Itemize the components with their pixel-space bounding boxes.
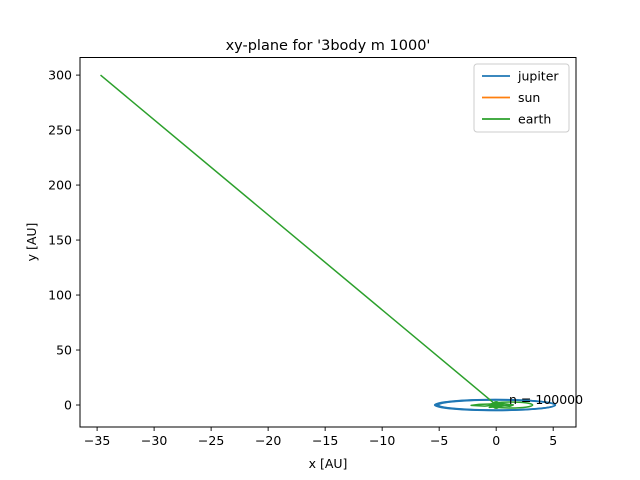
series-jupiter bbox=[433, 398, 557, 412]
series-earth-inner-orbit bbox=[488, 401, 534, 409]
y-tick-label: 0 bbox=[64, 398, 72, 413]
legend-label-sun: sun bbox=[518, 90, 540, 105]
plot-frame bbox=[79, 57, 577, 428]
x-tick-label: −10 bbox=[369, 433, 395, 448]
x-axis-label: x [AU] bbox=[309, 456, 348, 471]
y-tick-label: 300 bbox=[48, 68, 72, 83]
chart-title: xy-plane for '3body m 1000' bbox=[226, 38, 431, 54]
annotation-label: n = 100000 bbox=[509, 392, 583, 407]
y-tick-label: 100 bbox=[48, 288, 72, 303]
plot-area bbox=[100, 74, 557, 412]
legend-box bbox=[473, 63, 570, 133]
x-tick-label: −5 bbox=[430, 433, 448, 448]
x-tick-label: 0 bbox=[492, 433, 500, 448]
y-tick-label: 200 bbox=[48, 178, 72, 193]
legend-label-jupiter: jupiter bbox=[517, 69, 559, 84]
x-tick-label: −35 bbox=[84, 433, 110, 448]
x-tick-label: 5 bbox=[549, 433, 557, 448]
legend-label-earth: earth bbox=[518, 112, 551, 127]
series-earth-core bbox=[492, 401, 501, 410]
x-tick-label: −15 bbox=[312, 433, 338, 448]
series-jupiter-orbit bbox=[437, 399, 556, 411]
y-axis: 0 50 100 150 200 250 300 bbox=[48, 68, 80, 413]
x-tick-label: −20 bbox=[255, 433, 281, 448]
series-earth-line bbox=[100, 74, 515, 409]
x-axis: −35 −30 −25 −20 −15 −10 −5 0 5 bbox=[84, 427, 557, 448]
y-axis-label: y [AU] bbox=[24, 223, 39, 262]
y-tick-label: 150 bbox=[48, 233, 72, 248]
legend: jupiter sun earth bbox=[473, 63, 570, 133]
x-tick-label: −30 bbox=[141, 433, 167, 448]
y-tick-label: 250 bbox=[48, 123, 72, 138]
y-tick-label: 50 bbox=[56, 343, 72, 358]
x-tick-label: −25 bbox=[198, 433, 224, 448]
